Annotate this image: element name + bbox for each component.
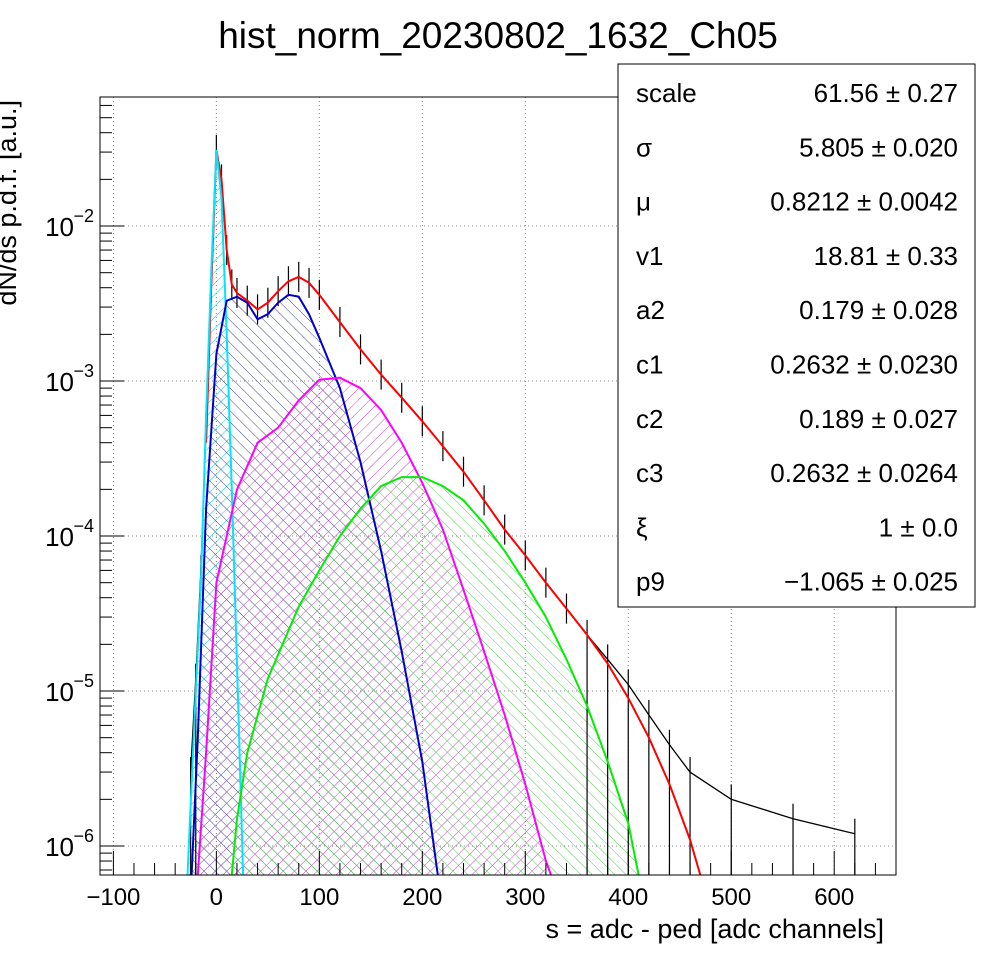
stats-param-name: p9 bbox=[636, 567, 665, 597]
stats-param-name: scale bbox=[636, 78, 697, 108]
x-axis-label: s = adc - ped [adc channels] bbox=[546, 914, 884, 944]
y-tick-exponent: −3 bbox=[73, 361, 94, 381]
x-tick-label: 100 bbox=[299, 884, 339, 911]
stats-param-value: 0.2632 ± 0.0230 bbox=[770, 350, 958, 380]
component-fill-3 bbox=[231, 477, 639, 875]
x-tick-label: 0 bbox=[210, 884, 223, 911]
stats-param-name: c1 bbox=[636, 350, 663, 380]
stats-param-name: v1 bbox=[636, 241, 663, 271]
fit-curve-3 bbox=[190, 293, 439, 875]
stats-param-value: 18.81 ± 0.33 bbox=[814, 241, 958, 271]
chart-title: hist_norm_20230802_1632_Ch05 bbox=[218, 15, 778, 56]
stats-param-name: ξ bbox=[636, 512, 648, 542]
x-tick-label: 300 bbox=[505, 884, 545, 911]
x-tick-label: 500 bbox=[711, 884, 751, 911]
stats-param-name: c3 bbox=[636, 458, 663, 488]
stats-param-value: 0.179 ± 0.028 bbox=[799, 295, 958, 325]
fit-curve-5 bbox=[230, 476, 640, 875]
y-tick-exponent: −5 bbox=[73, 671, 94, 691]
stats-param-value: 0.2632 ± 0.0264 bbox=[770, 458, 958, 488]
y-tick-label: 10 bbox=[45, 832, 74, 862]
y-axis-label: dN/ds p.d.f. [a.u.] bbox=[0, 100, 22, 306]
y-tick-label: 10 bbox=[45, 522, 74, 552]
y-tick-label: 10 bbox=[45, 212, 74, 242]
y-tick-label: 10 bbox=[45, 367, 74, 397]
stats-param-name: σ bbox=[636, 132, 652, 162]
fit-curves bbox=[186, 134, 856, 875]
stats-param-value: 0.8212 ± 0.0042 bbox=[770, 187, 958, 217]
stats-param-value: 1 ± 0.0 bbox=[879, 512, 958, 542]
x-tick-label: 600 bbox=[814, 884, 854, 911]
x-tick-label: −100 bbox=[86, 884, 140, 911]
fit-stats-box: scale 61.56 ± 0.27 σ 5.805 ± 0.020 μ 0.8212 ±… bbox=[617, 63, 976, 608]
fit-curve-2 bbox=[186, 149, 245, 875]
stats-box-frame bbox=[617, 63, 976, 608]
stats-param-name: c2 bbox=[636, 404, 663, 434]
stats-param-value: −1.065 ± 0.025 bbox=[784, 567, 958, 597]
y-tick-label: 10 bbox=[45, 677, 74, 707]
stats-param-value: 0.189 ± 0.027 bbox=[799, 404, 958, 434]
y-tick-exponent: −6 bbox=[73, 826, 94, 846]
x-tick-label: 200 bbox=[402, 884, 442, 911]
stats-param-value: 61.56 ± 0.27 bbox=[814, 78, 958, 108]
stats-param-name: a2 bbox=[636, 295, 665, 325]
y-tick-exponent: −2 bbox=[73, 206, 94, 226]
component-fills bbox=[187, 149, 639, 875]
fit-curve-4 bbox=[196, 376, 552, 875]
x-tick-label: 400 bbox=[608, 884, 648, 911]
stats-param-value: 5.805 ± 0.020 bbox=[799, 132, 958, 162]
y-tick-exponent: −4 bbox=[73, 516, 94, 536]
stats-param-name: μ bbox=[636, 187, 651, 217]
fit-curve-1 bbox=[205, 149, 702, 875]
